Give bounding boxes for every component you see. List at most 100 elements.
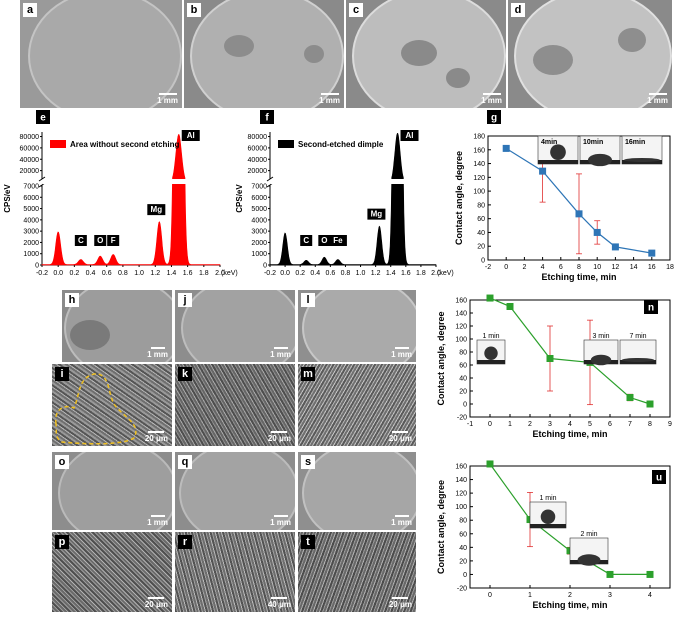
droplet-shape [550, 144, 566, 160]
x-tick-label: 8 [648, 421, 652, 428]
x-tick-label: 0.8 [118, 270, 128, 277]
droplet-inset: 4min [537, 135, 579, 165]
droplet-inset: 2 min [569, 531, 609, 566]
panel-label: d [511, 3, 525, 17]
y-tick-label: 0 [463, 572, 467, 579]
sem-panel-q: q 1 mm [175, 452, 295, 530]
data-point [646, 570, 654, 578]
panel-label-box [644, 300, 658, 314]
inset-label: 3 min [592, 333, 609, 340]
sem-panel-k: k 20 μm [175, 364, 295, 446]
x-axis-label: Etching time, min [532, 600, 607, 610]
data-point [648, 249, 656, 257]
panel-label: b [187, 3, 201, 17]
sem-panel-b: b 1 mm [184, 0, 344, 108]
droplet-inset: 3 min [583, 333, 619, 366]
inset-label: 1 min [539, 495, 556, 502]
y-tick-label: 140 [473, 161, 485, 168]
peak-label-box [300, 235, 313, 246]
y-tick-label: 5000 [251, 206, 267, 213]
sem-panel-c: c 1 mm [346, 0, 506, 108]
scale-bar: 20 μm [268, 431, 291, 443]
scale-bar: 1 mm [647, 93, 668, 105]
panel-label: g [491, 113, 497, 124]
y-tick-label: -20 [457, 415, 467, 422]
dimple-outline [55, 373, 137, 445]
x-tick-label: 0.6 [325, 270, 335, 277]
y-tick-label: 7000 [23, 184, 39, 191]
x-tick-label: 2.0 [431, 270, 441, 277]
axis-break-mark [38, 176, 46, 182]
scale-bar: 1 mm [270, 347, 291, 359]
axis-break-gap [271, 179, 437, 184]
droplet-inset: 1 min [529, 495, 567, 529]
y-tick-label: 2000 [23, 240, 39, 247]
x-tick-label: 16 [648, 264, 656, 271]
y-tick-label: 6000 [251, 195, 267, 202]
sem-panel-i: i 20 μm [52, 364, 172, 446]
x-tick-label: 12 [612, 264, 620, 271]
x-unit-label: (keV) [221, 270, 238, 277]
y-tick-label: 140 [455, 477, 467, 484]
x-tick-label: 0.0 [53, 270, 63, 277]
x-tick-label: 1.0 [356, 270, 366, 277]
x-tick-label: 6 [608, 421, 612, 428]
inset-label: 7 min [629, 333, 646, 340]
scale-bar: 1 mm [157, 93, 178, 105]
droplet-shape [624, 158, 660, 162]
scale-bar: 1 mm [391, 515, 412, 527]
y-tick-label: 40000 [248, 157, 268, 164]
y-axis-label: Contact angle, degree [436, 480, 446, 574]
legend-label: Area without second etching [70, 140, 179, 149]
sample-disc [58, 452, 172, 530]
panel-label: h [65, 293, 79, 307]
peak-label: C [303, 236, 309, 245]
peak-label-box [400, 130, 419, 141]
scale-bar: 1 mm [147, 515, 168, 527]
data-point [486, 460, 494, 468]
y-tick-label: 7000 [251, 184, 267, 191]
y-axis-label: CPS/eV [235, 184, 244, 213]
peak-label: Al [406, 131, 414, 140]
y-tick-label: 140 [455, 311, 467, 318]
x-tick-label: 4 [648, 592, 652, 599]
data-point [486, 294, 494, 302]
y-axis-label: Contact angle, degree [436, 311, 446, 405]
y-tick-label: 0 [263, 263, 267, 270]
x-unit-label: (keV) [437, 270, 454, 277]
y-tick-label: 60 [477, 216, 485, 223]
peak-label: C [78, 236, 84, 245]
eds-spectrum-chart-e: CPS/eV 0 1000 2000 3000 4000 5000 6000 7000 20000… [3, 110, 238, 277]
droplet-shape [577, 554, 601, 566]
x-tick-label: 1.2 [150, 270, 160, 277]
y-tick-label: 3000 [23, 229, 39, 236]
x-tick-label: 1.4 [167, 270, 177, 277]
panel-label: m [301, 367, 315, 381]
x-tick-label: 4 [568, 421, 572, 428]
spectrum-area [269, 132, 437, 266]
x-tick-label: 9 [668, 421, 672, 428]
x-tick-label: -1 [467, 421, 473, 428]
panel-label-box [652, 470, 666, 484]
x-tick-label: 1.6 [183, 270, 193, 277]
y-tick-label: 120 [455, 324, 467, 331]
x-axis-label: Etching time, min [532, 429, 607, 439]
inset-label: 1 min [482, 333, 499, 340]
x-tick-label: 0.6 [102, 270, 112, 277]
data-point [546, 355, 554, 362]
y-tick-label: 80 [459, 518, 467, 525]
y-tick-label: 20 [459, 389, 467, 396]
x-tick-label: -2 [485, 264, 491, 271]
y-tick-label: 20 [459, 558, 467, 565]
y-tick-label: 20000 [248, 168, 268, 175]
peak-label-box [147, 204, 166, 216]
peak-label: Mg [151, 205, 163, 214]
y-tick-label: 160 [473, 147, 485, 154]
x-tick-label: 0.0 [280, 270, 290, 277]
panel-label: s [301, 455, 315, 469]
peak-label: Mg [371, 210, 383, 219]
x-tick-label: 2 [528, 421, 532, 428]
y-tick-label: 100 [473, 189, 485, 196]
inset-label: 10min [583, 139, 603, 146]
y-tick-label: 120 [473, 175, 485, 182]
